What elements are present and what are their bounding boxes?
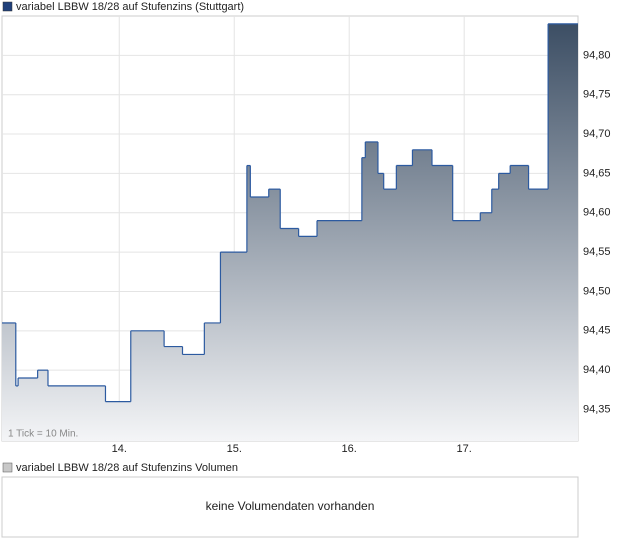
y-tick-label: 94,50 — [583, 285, 611, 297]
y-tick-label: 94,40 — [583, 364, 611, 376]
y-tick-label: 94,70 — [583, 128, 611, 140]
legend-swatch — [2, 462, 13, 473]
y-tick-label: 94,75 — [583, 89, 611, 101]
x-tick-label: 16. — [342, 443, 357, 455]
x-tick-label: 14. — [112, 443, 127, 455]
y-tick-label: 94,60 — [583, 207, 611, 219]
tick-note: 1 Tick = 10 Min. — [8, 429, 78, 440]
volume-message: keine Volumendaten vorhanden — [206, 499, 375, 513]
y-tick-label: 94,80 — [583, 49, 611, 61]
area-fill — [2, 23, 578, 442]
y-tick-label: 94,45 — [583, 325, 611, 337]
x-tick-label: 15. — [227, 443, 242, 455]
y-tick-label: 94,55 — [583, 246, 611, 258]
volume-panel — [1, 476, 579, 538]
x-tick-label: 17. — [457, 443, 472, 455]
volume-title: variabel LBBW 18/28 auf Stufenzins Volum… — [16, 462, 238, 474]
legend-swatch — [2, 1, 13, 12]
legend-label: variabel LBBW 18/28 auf Stufenzins (Stut… — [16, 1, 244, 13]
y-tick-label: 94,65 — [583, 167, 611, 179]
y-tick-label: 94,35 — [583, 403, 611, 415]
